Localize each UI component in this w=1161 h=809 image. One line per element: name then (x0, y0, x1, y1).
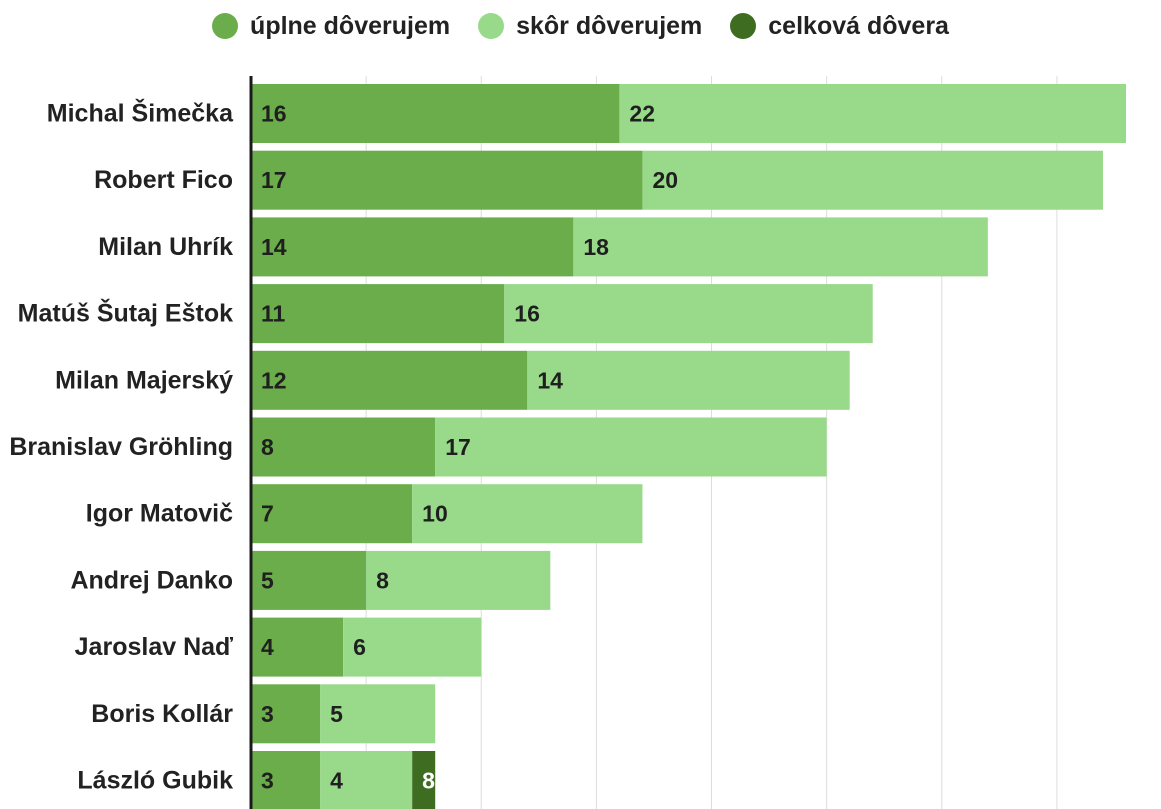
legend-item-uplne: úplne dôverujem (212, 12, 450, 41)
bar-segment (251, 84, 620, 143)
legend-swatch-uplne (212, 13, 239, 39)
data-label: 8 (261, 434, 274, 460)
data-label: 38 (1136, 101, 1161, 127)
bar-segment (366, 550, 551, 610)
data-label: 5 (261, 567, 274, 593)
data-label: 3 (261, 768, 274, 794)
category-label: Michal Šimečka (47, 98, 234, 128)
data-label: 37 (1113, 167, 1139, 193)
bar-segment (251, 751, 321, 809)
bar-segment (642, 150, 1103, 210)
legend-label-celkova: celková dôvera (768, 11, 949, 40)
data-label: 4 (330, 768, 343, 794)
data-label: 26 (860, 367, 886, 393)
bar-segment (251, 284, 505, 344)
bar-segment (412, 484, 643, 544)
bar-segment (251, 684, 321, 744)
bar-segment (343, 617, 482, 677)
data-label: 7 (261, 501, 274, 527)
category-label: Matúš Šutaj Eštok (18, 298, 233, 328)
legend: úplne dôverujem skôr dôverujem celková d… (0, 0, 1161, 52)
category-label: Branislav Gröhling (9, 433, 233, 461)
category-labels: Michal Šimečka Robert Fico Milan Uhrík Matú… (9, 98, 234, 795)
bar-segment (251, 484, 413, 544)
data-label: 10 (491, 634, 517, 660)
data-label: 14 (537, 367, 563, 393)
data-label: 18 (583, 234, 609, 260)
data-label: 10 (422, 501, 448, 527)
bar-segment (504, 284, 873, 344)
bar-segment (573, 217, 988, 277)
legend-item-celkova: celková dôvera (730, 12, 949, 41)
data-label: 4 (261, 634, 274, 660)
data-label: 11 (261, 301, 286, 327)
data-label: 13 (560, 567, 586, 593)
data-label: 32 (998, 234, 1024, 260)
category-label: Milan Majerský (55, 366, 233, 394)
bar-segment (251, 417, 436, 477)
legend-swatch-celkova (730, 13, 757, 39)
bar-segment (320, 751, 413, 809)
legend-label-uplne: úplne dôverujem (250, 11, 451, 40)
category-label: Robert Fico (94, 166, 233, 194)
bar-segment (619, 84, 1126, 143)
data-label: 5 (330, 701, 343, 727)
data-label: 16 (514, 301, 540, 327)
data-label: 22 (629, 101, 655, 127)
data-label: 8 (422, 768, 435, 794)
bar-segment (251, 617, 344, 677)
data-label: 8 (376, 567, 389, 593)
bar-segment (251, 550, 367, 610)
bar-segment (435, 417, 827, 477)
data-label: 6 (353, 634, 366, 660)
data-label: 3 (261, 701, 274, 727)
legend-item-skor: skôr dôverujem (478, 12, 702, 41)
category-label: Boris Kollár (91, 700, 233, 728)
bar-segment (251, 150, 643, 210)
data-label: 27 (883, 301, 909, 327)
data-label: 16 (261, 101, 287, 127)
bar-segment (251, 350, 528, 410)
legend-swatch-skor (478, 13, 505, 39)
bar-segment (251, 217, 574, 277)
bar-segment (412, 751, 436, 809)
legend-label-skor: skôr dôverujem (516, 11, 703, 40)
data-label: 12 (261, 367, 287, 393)
data-label: 17 (261, 167, 287, 193)
bar-segment (320, 684, 436, 744)
category-label: Andrej Danko (70, 566, 233, 594)
category-label: Igor Matovič (86, 500, 233, 528)
category-label: Milan Uhrík (98, 233, 233, 261)
data-label: 20 (652, 167, 678, 193)
category-label: László Gubik (77, 767, 233, 795)
data-label: 17 (445, 434, 471, 460)
data-label: 17 (652, 501, 678, 527)
data-label: 25 (837, 434, 863, 460)
data-label: 8 (445, 701, 458, 727)
bar-segment (527, 350, 850, 410)
data-label: 14 (261, 234, 287, 260)
category-label: Jaroslav Naď (75, 633, 233, 661)
